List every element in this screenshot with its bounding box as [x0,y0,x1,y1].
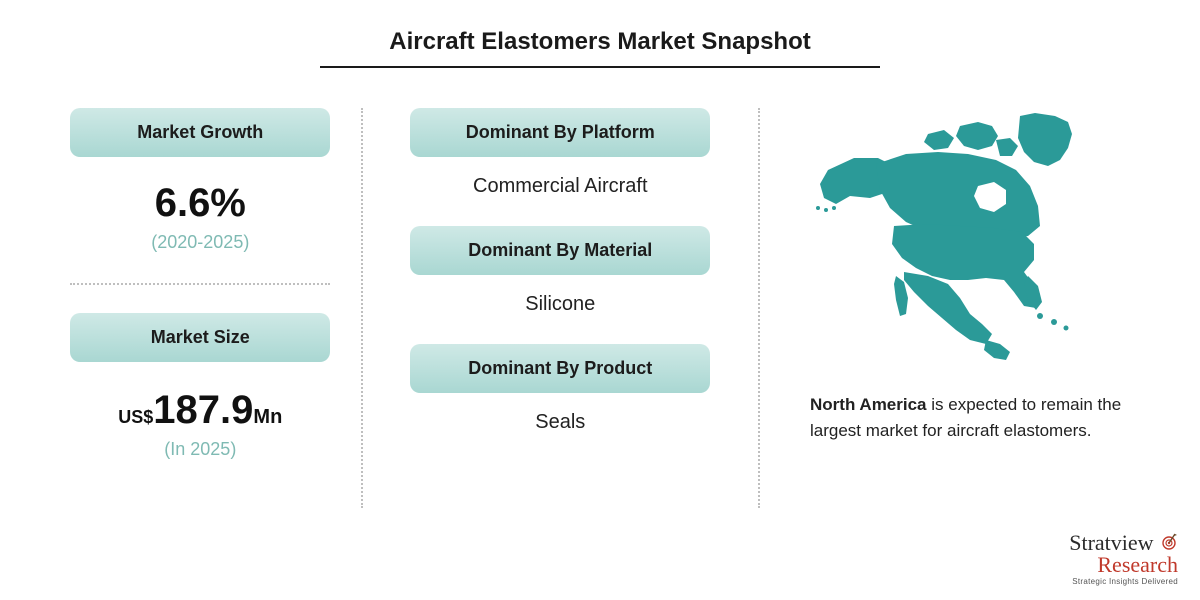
dominant-platform-pill: Dominant By Platform [410,108,710,157]
content-columns: Market Growth 6.6% (2020-2025) Market Si… [0,68,1200,528]
size-unit: Mn [253,406,282,428]
left-column: Market Growth 6.6% (2020-2025) Market Si… [60,108,341,528]
market-growth-value: 6.6% [155,181,246,226]
market-size-value: US$187.9Mn [118,388,282,433]
north-america-map [810,108,1130,368]
market-size-pill: Market Size [70,313,330,362]
horizontal-divider [70,283,330,285]
region-caption: North America is expected to remain the … [810,392,1130,443]
dominant-product-value: Seals [535,411,585,434]
right-column: North America is expected to remain the … [780,108,1140,528]
target-icon [1160,532,1178,554]
size-number: 187.9 [153,388,253,432]
market-size-period: (In 2025) [164,439,236,460]
dominant-material-value: Silicone [525,293,595,316]
logo-text-accent: Research [1097,552,1178,577]
middle-column: Dominant By Platform Commercial Aircraft… [383,108,738,528]
region-name: North America [810,395,927,414]
market-growth-period: (2020-2025) [151,232,249,253]
size-prefix: US$ [118,407,153,427]
dominant-platform-value: Commercial Aircraft [473,175,647,198]
dominant-material-pill: Dominant By Material [410,226,710,275]
vertical-divider-2 [758,108,760,508]
brand-logo: Stratview Research Strategic Insights De… [1069,532,1178,586]
vertical-divider-1 [361,108,363,508]
page-title: Aircraft Elastomers Market Snapshot [389,28,810,66]
dominant-product-pill: Dominant By Product [410,344,710,393]
logo-tagline: Strategic Insights Delivered [1069,578,1178,586]
market-growth-pill: Market Growth [70,108,330,157]
